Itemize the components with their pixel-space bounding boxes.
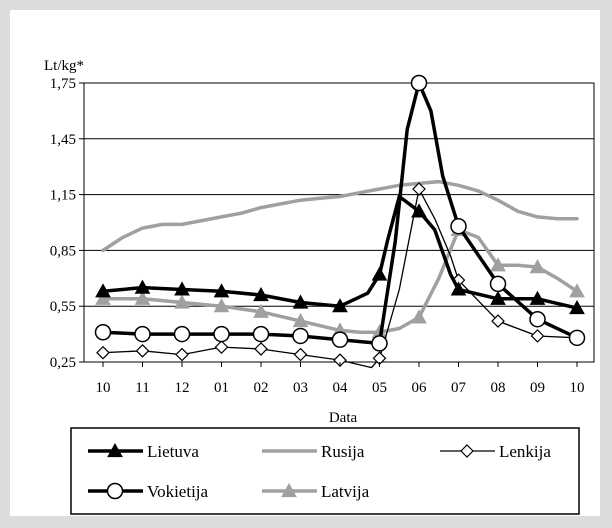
legend-label: Vokietija bbox=[147, 482, 209, 501]
series-line bbox=[101, 179, 579, 253]
series-line bbox=[101, 194, 579, 310]
x-tick-label: 07 bbox=[451, 380, 467, 396]
data-point-triangle bbox=[371, 266, 388, 281]
y-axis: 1,75 1,45 1,15 0,85 0,55 0,25 bbox=[50, 76, 84, 371]
series-latvija bbox=[95, 221, 585, 339]
gridlines bbox=[84, 138, 594, 307]
data-point-diamond bbox=[412, 182, 426, 196]
plot-area bbox=[83, 82, 595, 363]
x-tick-label: 09 bbox=[530, 380, 545, 396]
x-tick-label: 10 bbox=[570, 380, 585, 396]
data-point-diamond bbox=[491, 314, 505, 328]
series-lietuva bbox=[95, 194, 585, 315]
data-point-triangle bbox=[174, 281, 190, 296]
legend-label: Lenkija bbox=[499, 442, 551, 461]
data-point-triangle bbox=[213, 283, 230, 298]
data-point-circle bbox=[173, 325, 191, 343]
data-point-triangle bbox=[490, 257, 506, 272]
data-point-triangle bbox=[529, 290, 546, 305]
series-line bbox=[101, 228, 579, 334]
data-point-circle bbox=[371, 335, 388, 352]
data-point-triangle bbox=[174, 294, 190, 309]
data-point-circle bbox=[252, 325, 270, 343]
data-point-circle bbox=[94, 323, 112, 341]
data-point-triangle bbox=[411, 309, 427, 324]
x-tick-label: 01 bbox=[214, 380, 229, 396]
data-point-circle bbox=[134, 325, 151, 343]
data-point-triangle bbox=[292, 313, 309, 328]
data-point-circle bbox=[489, 275, 507, 293]
legend-label: Lietuva bbox=[147, 442, 199, 461]
x-tick-label: 02 bbox=[254, 380, 269, 396]
x-tick-label: 03 bbox=[293, 380, 308, 396]
series-vokietija bbox=[94, 74, 586, 352]
y-axis-label: Lt/kg* bbox=[44, 58, 84, 74]
series-group bbox=[94, 74, 586, 369]
data-point-diamond bbox=[135, 343, 150, 358]
x-axis: 10 11 12 01 02 03 04 05 06 07 08 09 10 bbox=[96, 362, 585, 396]
legend: Lietuva Rusija Lenkija Vokietija Latvija bbox=[88, 442, 551, 501]
data-point-diamond bbox=[175, 347, 189, 362]
legend-item-vokietija: Vokietija bbox=[88, 482, 209, 501]
data-point-triangle bbox=[332, 298, 348, 313]
legend-label: Latvija bbox=[321, 482, 370, 501]
data-point-triangle bbox=[134, 290, 151, 305]
data-point-triangle bbox=[529, 259, 546, 274]
y-tick-label: 0,25 bbox=[50, 355, 76, 371]
data-point-circle bbox=[292, 327, 309, 345]
data-point-triangle bbox=[292, 294, 309, 309]
series-line bbox=[101, 81, 579, 346]
data-point-triangle bbox=[411, 203, 427, 218]
data-point-diamond bbox=[530, 329, 545, 343]
legend-item-latvija: Latvija bbox=[262, 482, 370, 501]
y-tick-label: 1,15 bbox=[50, 188, 76, 204]
x-tick-label: 08 bbox=[491, 380, 506, 396]
x-tick-label: 06 bbox=[412, 380, 428, 396]
y-tick-label: 0,85 bbox=[50, 243, 76, 259]
series-lenkija bbox=[96, 182, 584, 369]
y-tick-label: 1,75 bbox=[50, 76, 76, 92]
data-point-triangle bbox=[253, 303, 269, 318]
x-tick-label: 11 bbox=[135, 380, 149, 396]
data-point-triangle bbox=[281, 482, 297, 498]
x-tick-label: 05 bbox=[372, 380, 387, 396]
data-point-triangle bbox=[490, 290, 506, 305]
x-tick-label: 12 bbox=[175, 380, 190, 396]
x-tick-label: 10 bbox=[96, 380, 111, 396]
data-point-triangle bbox=[569, 283, 585, 298]
y-tick-label: 0,55 bbox=[50, 299, 76, 315]
data-point-triangle bbox=[253, 287, 269, 302]
data-point-circle bbox=[331, 331, 349, 348]
data-point-circle bbox=[450, 217, 467, 235]
data-point-circle bbox=[529, 310, 546, 328]
series-rusija bbox=[101, 179, 579, 253]
legend-label: Rusija bbox=[321, 442, 365, 461]
legend-item-lietuva: Lietuva bbox=[88, 442, 199, 461]
data-point-triangle bbox=[569, 300, 585, 315]
data-point-circle bbox=[213, 325, 230, 343]
x-axis-label: Data bbox=[329, 410, 358, 426]
x-tick-label: 04 bbox=[333, 380, 349, 396]
data-point-diamond bbox=[214, 340, 229, 354]
data-point-triangle bbox=[95, 290, 111, 305]
legend-item-rusija: Rusija bbox=[262, 442, 365, 461]
data-point-triangle bbox=[95, 283, 111, 298]
data-point-triangle bbox=[107, 442, 123, 458]
data-point-triangle bbox=[134, 279, 151, 294]
legend-item-lenkija: Lenkija bbox=[440, 442, 551, 461]
data-point-diamond bbox=[293, 347, 308, 362]
data-point-diamond bbox=[254, 342, 268, 356]
data-point-triangle bbox=[450, 281, 467, 296]
y-tick-label: 1,45 bbox=[50, 132, 76, 148]
data-point-circle bbox=[106, 482, 124, 500]
data-point-diamond bbox=[460, 444, 474, 458]
data-point-triangle bbox=[213, 298, 230, 313]
data-point-diamond bbox=[96, 345, 110, 360]
legend-box bbox=[70, 427, 580, 515]
data-point-circle bbox=[568, 329, 586, 347]
data-point-circle bbox=[410, 74, 428, 92]
